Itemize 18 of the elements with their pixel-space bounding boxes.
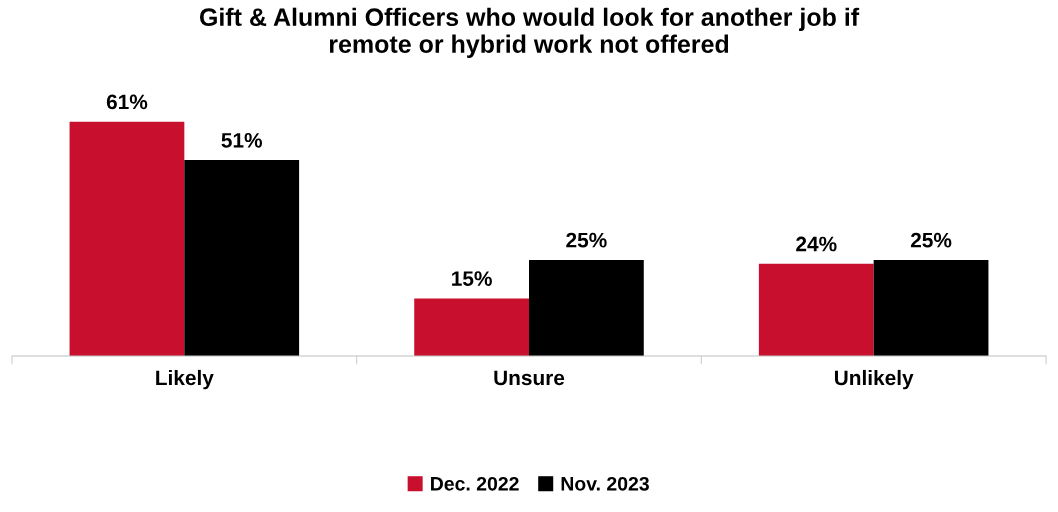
data-label: 25% [566, 232, 607, 248]
data-label: 51% [221, 132, 263, 148]
bar [414, 298, 529, 356]
data-label: 24% [796, 236, 837, 252]
bar [69, 121, 185, 356]
legend-label: Nov. 2023 [561, 476, 649, 491]
legend-label: Dec. 2022 [431, 476, 519, 491]
bar [529, 259, 644, 356]
data-label: 15% [452, 271, 492, 286]
x-tick-label: Unlikely [834, 369, 914, 390]
bar [758, 263, 874, 356]
chart-title: Gift & Alumni Officers who would look for another job if remote or hybrid work not offered [199, 7, 860, 58]
bar [873, 259, 989, 356]
x-tick-label: Unsure [494, 370, 565, 386]
bar [184, 160, 300, 356]
data-label: 25% [910, 232, 952, 248]
x-tick-label: Likely [156, 369, 214, 390]
data-label: 61% [106, 94, 148, 110]
